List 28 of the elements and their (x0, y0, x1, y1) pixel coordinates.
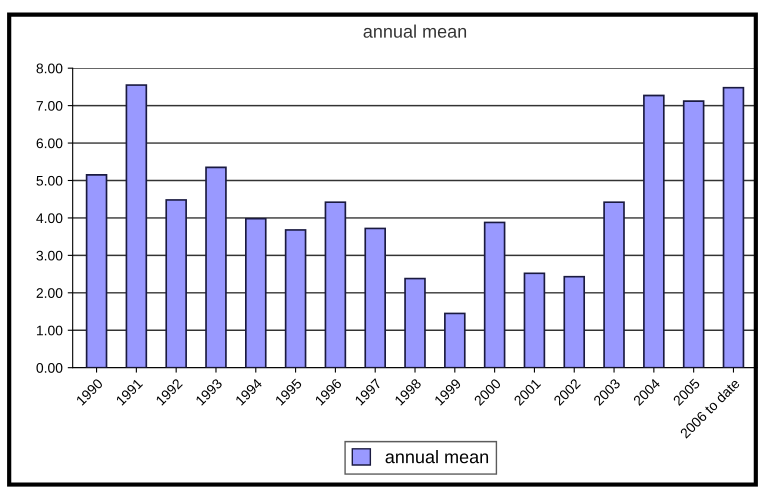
bar (643, 94, 665, 368)
y-tick-label: 3.00 (36, 250, 62, 261)
bar (484, 222, 506, 368)
bar (364, 228, 386, 368)
y-tick-label: 2.00 (36, 288, 62, 298)
y-tick-label: 8.00 (36, 64, 62, 74)
bar (444, 312, 466, 368)
bar (682, 100, 704, 368)
chart-title: annual mean (364, 24, 466, 38)
bar (165, 199, 187, 368)
bar (284, 229, 306, 368)
bar (524, 272, 546, 368)
bar (563, 276, 586, 368)
legend-label: annual mean (386, 450, 488, 464)
y-tick-label: 7.00 (36, 100, 62, 111)
bar (126, 84, 148, 368)
y-tick-label: 4.00 (36, 213, 62, 224)
bar (205, 166, 227, 368)
y-tick-label: 6.00 (36, 138, 62, 148)
bar (245, 218, 267, 368)
bar (603, 201, 625, 368)
y-tick-label: 1.00 (36, 326, 62, 336)
y-tick-label: 0.00 (36, 363, 62, 373)
bar (722, 86, 744, 368)
bar (86, 174, 108, 368)
y-tick-label: 5.00 (36, 176, 62, 186)
bar (404, 278, 426, 368)
bar (324, 201, 346, 368)
